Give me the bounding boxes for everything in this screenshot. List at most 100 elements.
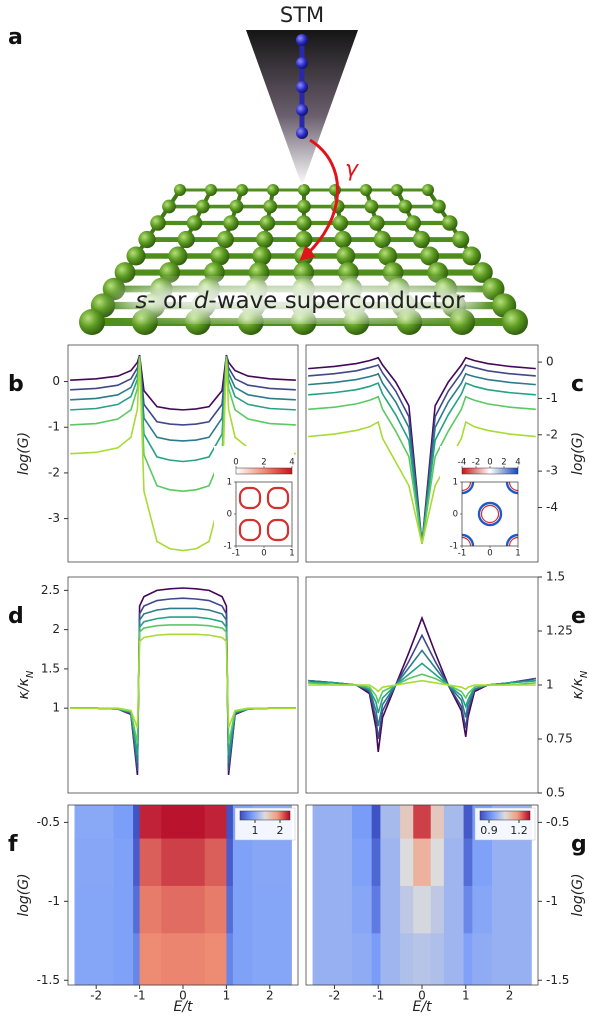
y-axis-label: κ/κN bbox=[570, 670, 589, 699]
heatmap-cell bbox=[380, 805, 400, 839]
atom bbox=[334, 231, 351, 248]
inset-y-tick-label: 1 bbox=[227, 478, 232, 488]
y-tick-label: -0.5 bbox=[37, 815, 60, 829]
inset-y-tick-label: 0 bbox=[453, 510, 458, 520]
y-tick-label: 1 bbox=[52, 701, 60, 715]
heatmap-cell bbox=[444, 805, 464, 839]
y-tick-label: -3 bbox=[48, 511, 60, 525]
y-tick-label: -1.5 bbox=[37, 973, 60, 987]
heatmap-cell bbox=[205, 933, 227, 986]
y-tick-label: -1 bbox=[48, 894, 60, 908]
atom bbox=[462, 247, 481, 266]
text-part: d bbox=[194, 288, 209, 314]
heatmap-cell bbox=[464, 933, 473, 986]
heatmap-cell bbox=[75, 838, 114, 886]
heatmap-cell bbox=[140, 933, 162, 986]
heatmap-cell bbox=[400, 886, 414, 934]
y-tick-label: 1.5 bbox=[41, 661, 60, 675]
atom bbox=[260, 215, 276, 231]
heatmap-cell bbox=[431, 805, 445, 839]
atom bbox=[422, 184, 434, 196]
heatmap-cell bbox=[140, 805, 162, 839]
atom bbox=[398, 200, 412, 214]
y-tick-label: 0 bbox=[52, 374, 60, 388]
heatmap-cell bbox=[114, 933, 134, 986]
y-tick-label: 2 bbox=[52, 622, 60, 636]
x-tick-label: -2 bbox=[90, 989, 102, 1003]
atom bbox=[295, 231, 312, 248]
heatmap-cell bbox=[226, 886, 233, 934]
heatmap-cell bbox=[352, 886, 372, 934]
heatmap-cell bbox=[226, 838, 233, 886]
heatmap-cell bbox=[161, 933, 205, 986]
heatmap-cell bbox=[492, 838, 532, 886]
heatmap-cell bbox=[400, 838, 414, 886]
inset-x-tick-label: 1 bbox=[289, 549, 294, 559]
atom bbox=[365, 200, 379, 214]
y-tick-label: 1 bbox=[546, 678, 554, 692]
y-tick-label: 2.5 bbox=[41, 583, 60, 597]
x-tick-label: -1 bbox=[372, 989, 384, 1003]
heatmap-cell bbox=[400, 933, 414, 986]
inset-x-tick-label: 0 bbox=[261, 549, 266, 559]
y-tick-label: -1 bbox=[546, 894, 558, 908]
colorbar-tick-label: 0.9 bbox=[480, 824, 498, 837]
colorbar-tick-label: 1 bbox=[252, 824, 259, 837]
x-axis-label: E/t bbox=[173, 999, 193, 1013]
atom bbox=[452, 231, 469, 248]
atom bbox=[442, 215, 458, 231]
heatmap-cell bbox=[372, 838, 381, 886]
illustration: a STM γ s- or d-wave superconductor bbox=[8, 3, 528, 335]
heatmap-cell bbox=[114, 805, 134, 839]
heatmap-cell bbox=[133, 805, 140, 839]
panel-label: d bbox=[8, 604, 24, 629]
panel-label: b bbox=[8, 372, 24, 397]
atom bbox=[296, 215, 312, 231]
heatmap-cell bbox=[75, 933, 114, 986]
y-tick-label: -4 bbox=[546, 500, 558, 514]
y-tick-label: -1 bbox=[48, 420, 60, 434]
heatmap-cell bbox=[233, 838, 253, 886]
heatmap-cell bbox=[313, 838, 353, 886]
heatmap-cell bbox=[413, 933, 431, 986]
x-tick-label: 2 bbox=[266, 989, 274, 1003]
atom bbox=[406, 215, 422, 231]
atom bbox=[413, 231, 430, 248]
y-tick-label: 0.75 bbox=[546, 732, 573, 746]
heatmap-cell bbox=[492, 886, 532, 934]
heatmap-cell bbox=[161, 838, 205, 886]
panel-label: a bbox=[8, 25, 23, 50]
atom bbox=[256, 231, 273, 248]
heatmap-cell bbox=[444, 933, 464, 986]
heatmap-cell bbox=[233, 933, 253, 986]
heatmap-cell bbox=[372, 886, 381, 934]
heatmap-cell bbox=[431, 933, 445, 986]
heatmap-cell bbox=[380, 933, 400, 986]
heatmap-cell bbox=[472, 886, 492, 934]
heatmap-cell bbox=[444, 838, 464, 886]
atom bbox=[329, 184, 341, 196]
atom bbox=[369, 215, 385, 231]
y-tick-label: 1.25 bbox=[546, 624, 573, 638]
plot-area bbox=[68, 577, 298, 793]
heatmap-cell bbox=[161, 805, 205, 839]
heatmap-cell bbox=[133, 933, 140, 986]
atom bbox=[298, 184, 310, 196]
y-axis-label: log(G) bbox=[570, 873, 586, 916]
atom bbox=[374, 231, 391, 248]
heatmap-cell bbox=[400, 805, 414, 839]
atom bbox=[296, 57, 308, 69]
y-axis-label: log(G) bbox=[16, 432, 32, 475]
atom bbox=[230, 200, 244, 214]
atom bbox=[297, 200, 311, 214]
inset-y-tick-label: 1 bbox=[453, 478, 458, 488]
heatmap-cell bbox=[472, 933, 492, 986]
atom bbox=[296, 104, 308, 116]
heatmap-cell bbox=[472, 838, 492, 886]
atom bbox=[79, 309, 105, 335]
y-tick-label: -2 bbox=[546, 427, 558, 441]
atom bbox=[150, 215, 166, 231]
inset-y-tick-label: -1 bbox=[450, 542, 458, 552]
heatmap-cell bbox=[444, 886, 464, 934]
heatmap-cell bbox=[431, 886, 445, 934]
